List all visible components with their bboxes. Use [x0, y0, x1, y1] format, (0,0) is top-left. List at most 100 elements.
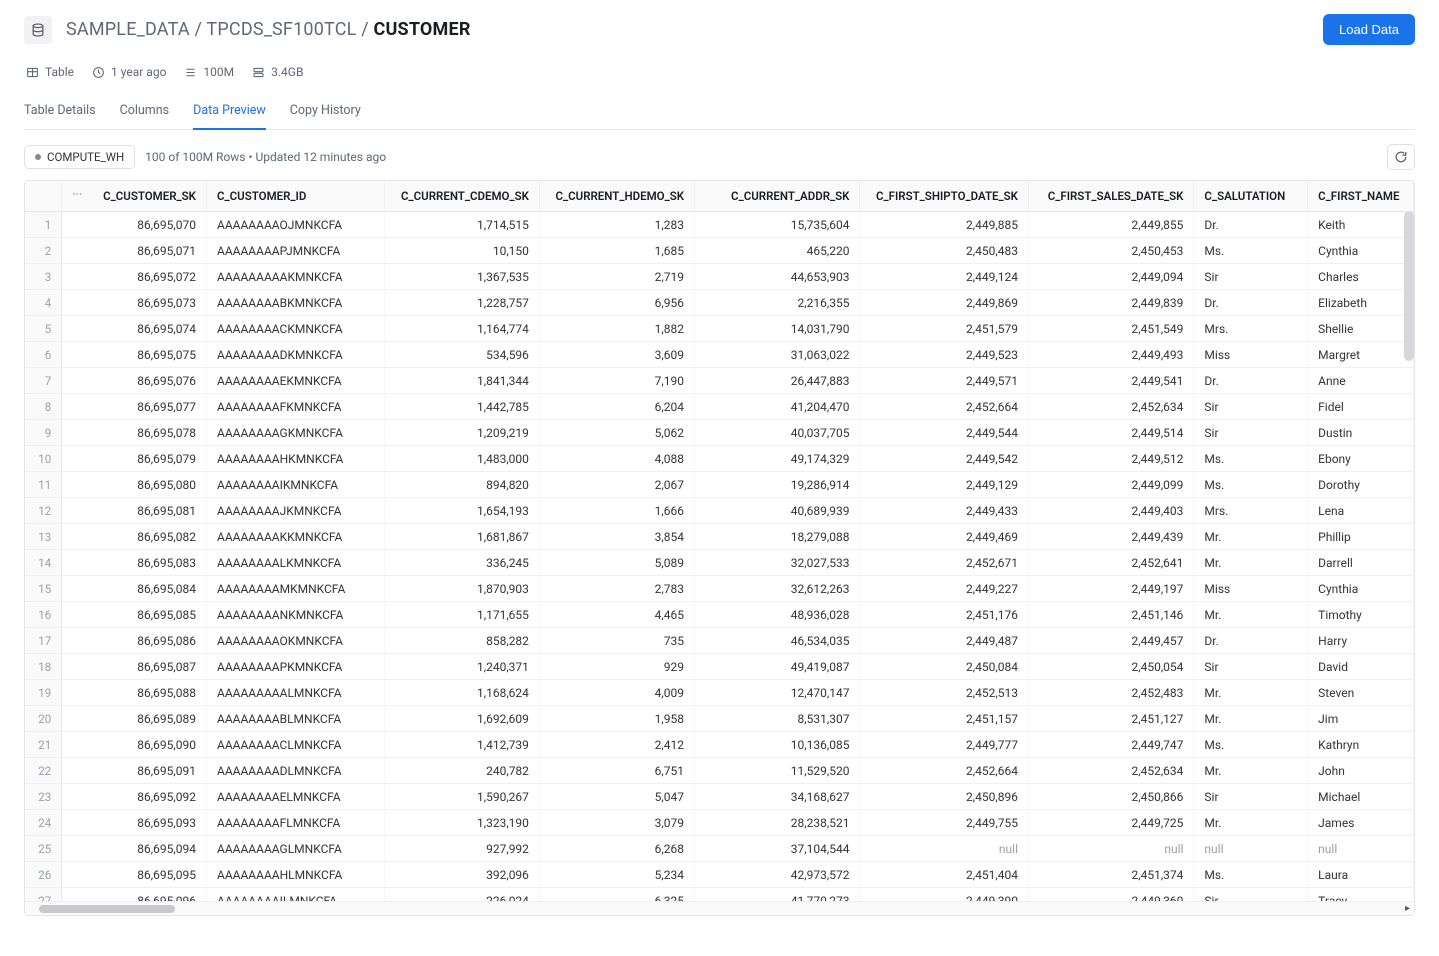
cell[interactable]: AAAAAAAAELMNKCFA	[207, 784, 385, 810]
cell[interactable]: 2,449,099	[1029, 472, 1194, 498]
cell[interactable]: 2,783	[540, 576, 695, 602]
cell[interactable]: 49,174,329	[695, 446, 860, 472]
cell[interactable]: 858,282	[385, 628, 540, 654]
cell[interactable]: 1,209,219	[385, 420, 540, 446]
cell[interactable]: Laura	[1308, 862, 1414, 888]
cell[interactable]: AAAAAAAAALMNKCFA	[207, 680, 385, 706]
cell[interactable]: Mr.	[1194, 550, 1308, 576]
cell[interactable]: 2,449,469	[860, 524, 1029, 550]
cell[interactable]: Timothy	[1308, 602, 1414, 628]
column-menu-icon[interactable]: ⋯	[72, 189, 83, 200]
cell[interactable]: 2,449,439	[1029, 524, 1194, 550]
cell[interactable]: Mr.	[1194, 680, 1308, 706]
table-row[interactable]: 1086,695,079AAAAAAAAHKMNKCFA1,483,0004,0…	[25, 446, 1414, 472]
cell[interactable]: Dorothy	[1308, 472, 1414, 498]
column-header[interactable]: C_CUSTOMER_ID	[207, 181, 385, 212]
cell[interactable]: 5,089	[540, 550, 695, 576]
cell[interactable]: Ms.	[1194, 862, 1308, 888]
cell[interactable]: 2,449,457	[1029, 628, 1194, 654]
table-row[interactable]: 686,695,075AAAAAAAADKMNKCFA534,5963,6093…	[25, 342, 1414, 368]
cell[interactable]: 86,695,084	[62, 576, 207, 602]
cell[interactable]: 2,449,755	[860, 810, 1029, 836]
horizontal-scrollbar[interactable]: ▸	[25, 901, 1414, 915]
cell[interactable]: Mr.	[1194, 706, 1308, 732]
cell[interactable]: Sir	[1194, 264, 1308, 290]
cell[interactable]: 1,168,624	[385, 680, 540, 706]
cell[interactable]: 49,419,087	[695, 654, 860, 680]
cell[interactable]: 2,450,483	[860, 238, 1029, 264]
cell[interactable]: 4,465	[540, 602, 695, 628]
cell[interactable]: 2,452,664	[860, 758, 1029, 784]
cell[interactable]: 2,449,541	[1029, 368, 1194, 394]
cell[interactable]: 12,470,147	[695, 680, 860, 706]
cell[interactable]: 2,449,855	[1029, 212, 1194, 238]
vertical-scrollbar[interactable]	[1404, 211, 1414, 361]
cell[interactable]: 2,449,390	[860, 888, 1029, 901]
cell[interactable]: 7,190	[540, 368, 695, 394]
cell[interactable]: 86,695,093	[62, 810, 207, 836]
cell[interactable]: Ebony	[1308, 446, 1414, 472]
cell[interactable]: 1,412,739	[385, 732, 540, 758]
table-row[interactable]: 286,695,071AAAAAAAAPJMNKCFA10,1501,68546…	[25, 238, 1414, 264]
cell[interactable]: AAAAAAAABKMNKCFA	[207, 290, 385, 316]
cell[interactable]: 2,412	[540, 732, 695, 758]
cell[interactable]: 2,451,176	[860, 602, 1029, 628]
cell[interactable]: 86,695,078	[62, 420, 207, 446]
tab-table-details[interactable]: Table Details	[24, 95, 96, 129]
cell[interactable]: 2,449,777	[860, 732, 1029, 758]
table-row[interactable]: 186,695,070AAAAAAAAOJMNKCFA1,714,5151,28…	[25, 212, 1414, 238]
cell[interactable]: 10,136,085	[695, 732, 860, 758]
cell[interactable]: 1,323,190	[385, 810, 540, 836]
cell[interactable]: 86,695,092	[62, 784, 207, 810]
cell[interactable]: Michael	[1308, 784, 1414, 810]
table-row[interactable]: 2486,695,093AAAAAAAAFLMNKCFA1,323,1903,0…	[25, 810, 1414, 836]
cell[interactable]: Cynthia	[1308, 576, 1414, 602]
cell[interactable]: 4,009	[540, 680, 695, 706]
cell[interactable]: Mrs.	[1194, 316, 1308, 342]
cell[interactable]: 86,695,080	[62, 472, 207, 498]
column-header[interactable]: ⋯C_CUSTOMER_SK	[62, 181, 207, 212]
column-header[interactable]: C_FIRST_NAME	[1308, 181, 1414, 212]
cell[interactable]: 240,782	[385, 758, 540, 784]
table-row[interactable]: 2686,695,095AAAAAAAAHLMNKCFA392,0965,234…	[25, 862, 1414, 888]
column-header[interactable]: C_FIRST_SHIPTO_DATE_SK	[860, 181, 1029, 212]
cell[interactable]: 34,168,627	[695, 784, 860, 810]
cell[interactable]: null	[1194, 836, 1308, 862]
cell[interactable]: 2,450,054	[1029, 654, 1194, 680]
cell[interactable]: 2,451,374	[1029, 862, 1194, 888]
cell[interactable]: 86,695,071	[62, 238, 207, 264]
cell[interactable]: 6,325	[540, 888, 695, 901]
cell[interactable]: 1,228,757	[385, 290, 540, 316]
cell[interactable]: Mr.	[1194, 758, 1308, 784]
cell[interactable]: Dr.	[1194, 628, 1308, 654]
cell[interactable]: 5,234	[540, 862, 695, 888]
cell[interactable]: Fidel	[1308, 394, 1414, 420]
table-row[interactable]: 1386,695,082AAAAAAAAKKMNKCFA1,681,8673,8…	[25, 524, 1414, 550]
cell[interactable]: 1,666	[540, 498, 695, 524]
cell[interactable]: 894,820	[385, 472, 540, 498]
cell[interactable]: 2,449,360	[1029, 888, 1194, 901]
cell[interactable]: John	[1308, 758, 1414, 784]
cell[interactable]: 2,451,146	[1029, 602, 1194, 628]
cell[interactable]: 41,770,273	[695, 888, 860, 901]
cell[interactable]: AAAAAAAACLMNKCFA	[207, 732, 385, 758]
cell[interactable]: 41,204,470	[695, 394, 860, 420]
tab-data-preview[interactable]: Data Preview	[193, 95, 266, 130]
cell[interactable]: 86,695,083	[62, 550, 207, 576]
table-row[interactable]: 2186,695,090AAAAAAAACLMNKCFA1,412,7392,4…	[25, 732, 1414, 758]
cell[interactable]: 48,936,028	[695, 602, 860, 628]
cell[interactable]: 86,695,077	[62, 394, 207, 420]
cell[interactable]: 735	[540, 628, 695, 654]
cell[interactable]: AAAAAAAAMKMNKCFA	[207, 576, 385, 602]
table-row[interactable]: 1186,695,080AAAAAAAAIKMNKCFA894,8202,067…	[25, 472, 1414, 498]
cell[interactable]: null	[860, 836, 1029, 862]
cell[interactable]: 28,238,521	[695, 810, 860, 836]
cell[interactable]: 86,695,082	[62, 524, 207, 550]
cell[interactable]: 2,449,129	[860, 472, 1029, 498]
cell[interactable]: 40,037,705	[695, 420, 860, 446]
cell[interactable]: Miss	[1194, 576, 1308, 602]
cell[interactable]: 1,171,655	[385, 602, 540, 628]
cell[interactable]: 86,695,089	[62, 706, 207, 732]
cell[interactable]: Kathryn	[1308, 732, 1414, 758]
cell[interactable]: Ms.	[1194, 238, 1308, 264]
